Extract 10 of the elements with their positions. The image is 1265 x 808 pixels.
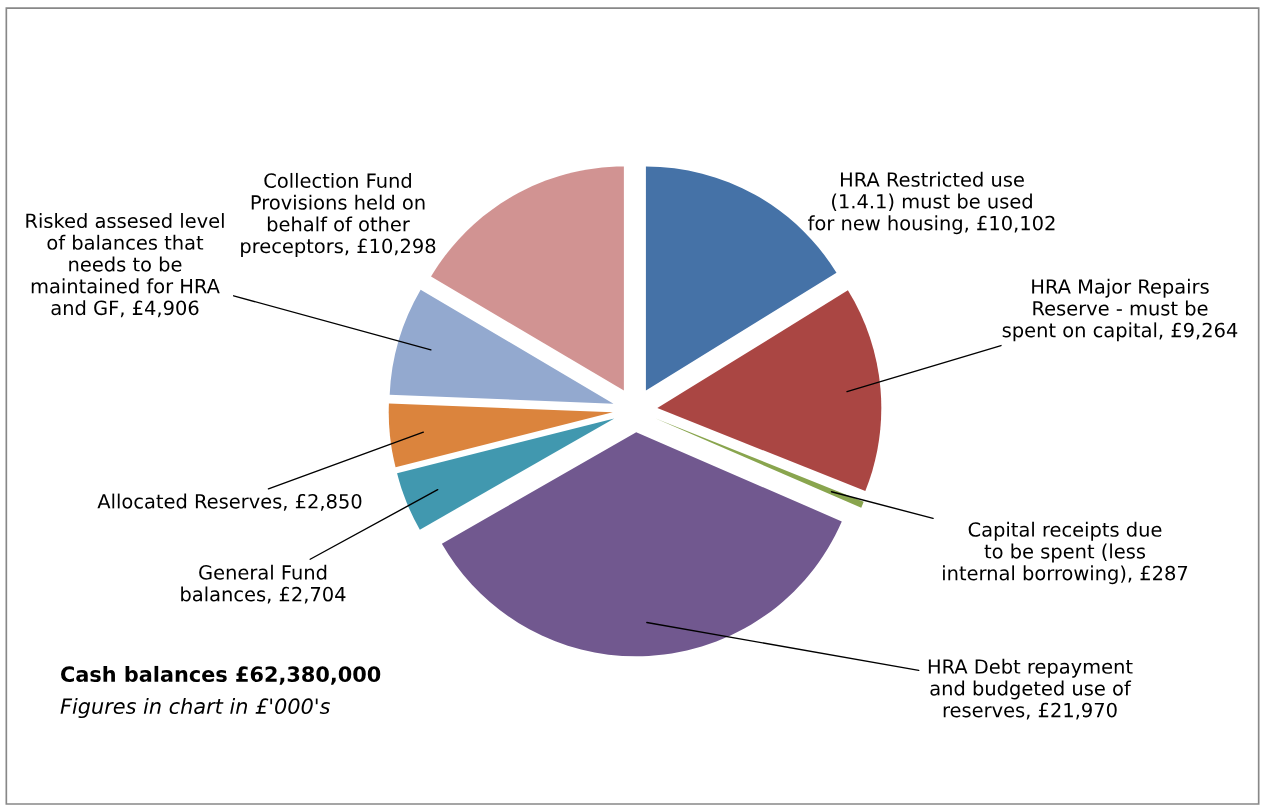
slice-label: General Fund balances, £2,704 <box>181 564 346 604</box>
text: Cash balances £62,380,000 <box>61 665 381 685</box>
slice-label: HRA Debt repayment and budgeted use of reserves, £21,970 <box>928 658 1133 720</box>
slice-label: HRA Restricted use (1.4.1) must be used for new housing, £10,102 <box>808 171 1055 235</box>
slice-label: Collection Fund Provisions held on behalf of other preceptors, £10,298 <box>241 172 436 258</box>
text: Figures in chart in £'000's <box>60 697 330 719</box>
slice-label: Allocated Reserves, £2,850 <box>97 493 362 511</box>
slice-label: HRA Major Repairs Reserve - must be spent on capital, £9,264 <box>1002 278 1238 342</box>
slice-label: Risked assesed level of balances that needs to be maintained for HRA and GF, £4,906 <box>26 213 224 318</box>
slice-label: Capital receipts due to be spent (less internal borrowing), £287 <box>943 521 1188 585</box>
